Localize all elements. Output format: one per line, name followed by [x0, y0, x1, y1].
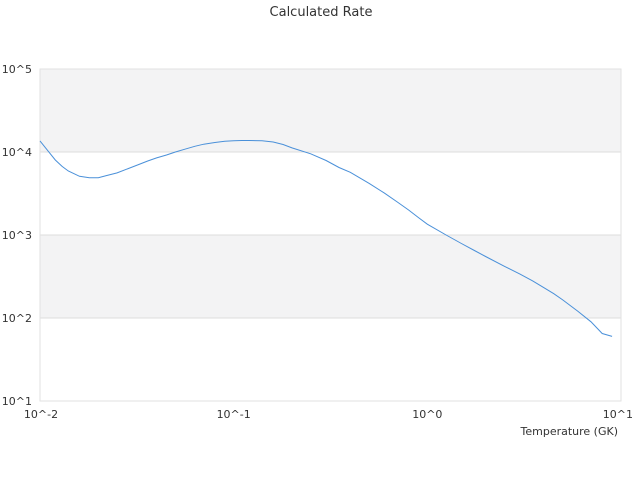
grid-bands: [39, 68, 622, 402]
x-tick-label: 10^-2: [24, 408, 58, 421]
y-tick-label: 10^2: [2, 312, 32, 325]
grid-band: [40, 152, 621, 235]
x-axis: 10^-2 10^-1 10^0 10^1: [24, 408, 633, 421]
series-line: [39, 140, 613, 337]
grid-band: [40, 318, 621, 401]
grid-band: [40, 69, 621, 152]
x-tick-label: 10^-1: [217, 408, 251, 421]
y-axis: 10^1 10^2 10^3 10^4 10^5: [2, 63, 32, 408]
y-tick-label: 10^1: [2, 395, 32, 408]
chart-title: Calculated Rate: [270, 5, 373, 20]
x-tick-label: 10^0: [412, 408, 442, 421]
x-axis-label: Temperature (GK): [520, 425, 619, 438]
grid-band: [40, 235, 621, 318]
y-tick-label: 10^3: [2, 229, 32, 242]
y-tick-label: 10^5: [2, 63, 32, 76]
x-tick-label: 10^1: [603, 408, 633, 421]
plot-border: [39, 68, 622, 402]
y-tick-label: 10^4: [2, 146, 32, 159]
series-group: [39, 140, 613, 337]
